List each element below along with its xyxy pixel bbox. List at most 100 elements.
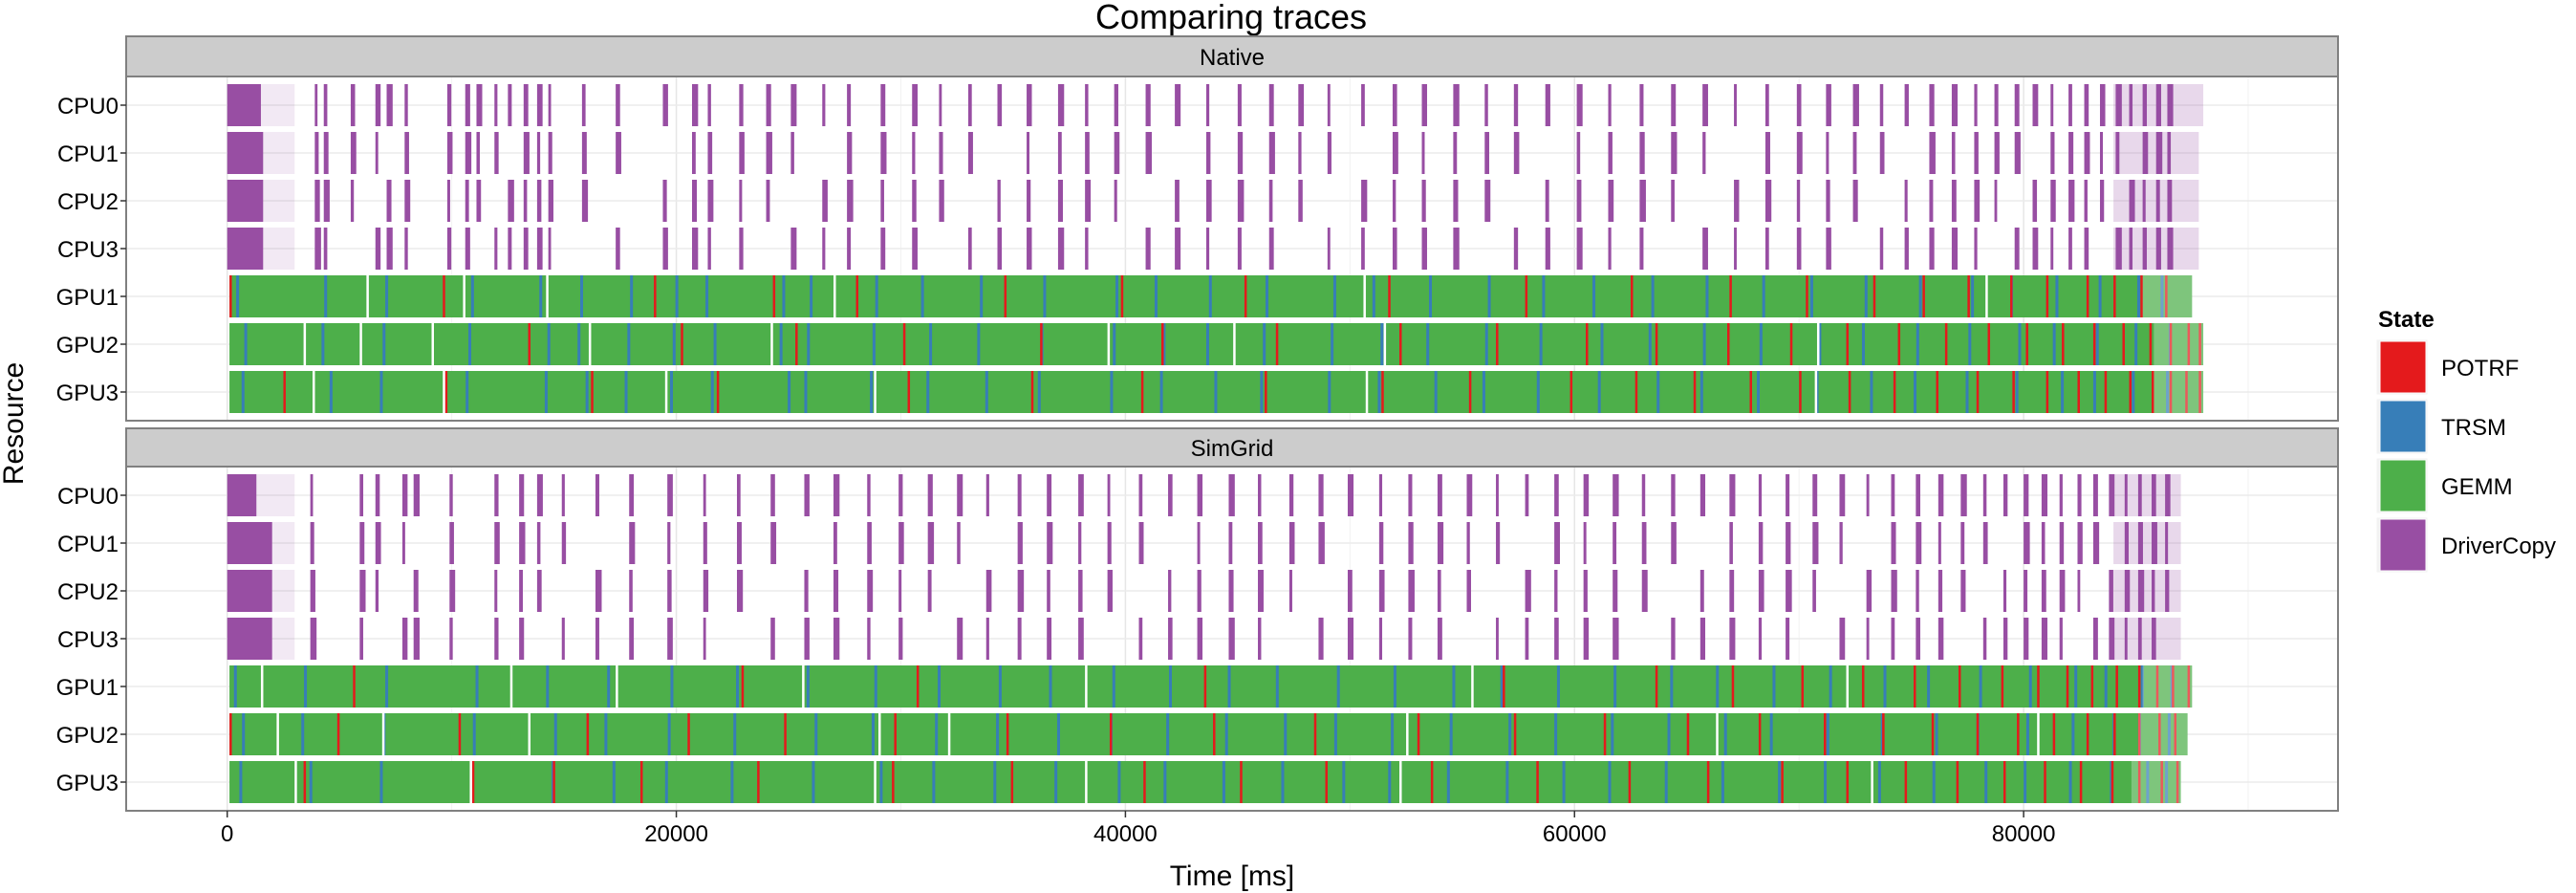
state-bar-drivercopy <box>997 180 1001 222</box>
state-bar-potrf <box>2044 761 2046 803</box>
state-bar-drivercopy <box>2032 84 2039 126</box>
state-bar-drivercopy <box>2099 132 2104 174</box>
state-bar-trsm <box>1608 761 1612 803</box>
state-bar-potrf <box>1729 275 1732 317</box>
state-bar-potrf <box>1686 713 1690 755</box>
state-bar-potrf <box>2187 665 2191 708</box>
state-bar-drivercopy <box>2099 84 2106 126</box>
state-bar-drivercopy <box>912 180 917 222</box>
state-bar-drivercopy <box>1017 522 1023 564</box>
state-bar-drivercopy <box>561 618 565 660</box>
legend-title: State <box>2378 307 2435 333</box>
state-bar-drivercopy <box>1583 474 1590 516</box>
state-bar-trsm <box>1205 323 1209 365</box>
state-bar-drivercopy <box>2142 180 2146 222</box>
panel-simgrid-bars <box>227 474 2193 803</box>
state-gap <box>260 665 264 708</box>
state-bar-drivercopy <box>519 522 526 564</box>
state-bar-drivercopy <box>404 84 408 126</box>
state-bar-trsm <box>1670 665 1674 708</box>
x-axis-label: Time [ms] <box>1170 860 1295 892</box>
state-bar-drivercopy <box>519 570 523 612</box>
state-bar-drivercopy <box>616 132 621 174</box>
state-bar-drivercopy <box>508 84 512 126</box>
state-bar-potrf <box>1006 713 1009 755</box>
state-bar-trsm <box>1762 275 1765 317</box>
state-bar-potrf <box>229 275 232 317</box>
state-bar-trsm <box>1918 275 1922 317</box>
state-bar-drivercopy <box>548 228 552 270</box>
state-bar-trsm <box>920 275 924 317</box>
state-bar-drivercopy <box>2137 570 2145 612</box>
state-bar-drivercopy <box>822 84 826 126</box>
state-bar-potrf <box>1603 713 1607 755</box>
state-bar-drivercopy <box>1639 228 1644 270</box>
panel-simgrid-strip <box>125 427 2339 468</box>
state-bar-tail <box>2142 275 2193 317</box>
state-bar-drivercopy <box>375 84 381 126</box>
state-bar-drivercopy <box>804 618 810 660</box>
state-bar-trsm <box>612 761 616 803</box>
state-gap <box>276 713 279 755</box>
state-gap <box>294 761 297 803</box>
state-bar-drivercopy <box>350 132 357 174</box>
state-bar-drivercopy <box>581 132 587 174</box>
state-bar-trsm <box>1426 323 1430 365</box>
state-gap <box>877 713 881 755</box>
state-bar-drivercopy <box>1378 474 1383 516</box>
state-bar-trsm <box>2061 371 2065 413</box>
state-bar-drivercopy <box>476 132 480 174</box>
state-bar-trsm <box>788 371 791 413</box>
state-bar-potrf <box>716 371 720 413</box>
state-bar-drivercopy-faint <box>271 522 295 564</box>
state-bar-trsm <box>1592 275 1596 317</box>
state-bar-drivercopy <box>2084 132 2090 174</box>
state-bar-trsm <box>382 323 386 365</box>
state-bar-trsm <box>321 323 325 365</box>
state-bar-drivercopy <box>1437 570 1441 612</box>
state-bar-potrf <box>1801 665 1805 708</box>
state-bar-trsm <box>2095 323 2099 365</box>
state-bar-drivercopy <box>867 474 871 516</box>
state-bar-drivercopy <box>1378 522 1384 564</box>
state-bar-potrf <box>2025 323 2028 365</box>
state-bar-drivercopy <box>1085 228 1089 270</box>
state-bar-trsm <box>1393 665 1396 708</box>
state-bar-drivercopy <box>536 228 543 270</box>
state-bar-trsm <box>870 371 874 413</box>
state-bar-potrf <box>2086 713 2089 755</box>
state-gap <box>366 275 369 317</box>
state-bar-drivercopy <box>1268 228 1274 270</box>
state-bar-drivercopy <box>2124 618 2128 660</box>
y-tick-label: CPU0 <box>57 94 119 120</box>
state-bar-drivercopy <box>2115 132 2120 174</box>
state-bar-trsm <box>1227 665 1231 708</box>
state-bar-drivercopy-faint <box>2113 180 2199 222</box>
state-bar-potrf <box>2169 323 2173 365</box>
panel-simgrid-title: SimGrid <box>1191 436 1274 462</box>
state-bar-drivercopy <box>561 522 567 564</box>
state-bar-trsm <box>475 665 479 708</box>
state-bar-drivercopy <box>359 570 366 612</box>
state-bar-potrf <box>1846 323 1850 365</box>
state-bar-trsm <box>938 665 942 708</box>
state-bar-potrf <box>1140 371 1144 413</box>
state-bar-drivercopy <box>1866 474 1870 516</box>
state-bar-drivercopy-faint <box>271 570 295 612</box>
state-gap <box>381 713 385 755</box>
state-bar-potrf <box>1388 275 1391 317</box>
state-bar-trsm <box>814 713 818 755</box>
state-bar-drivercopy <box>692 228 699 270</box>
state-bar-drivercopy <box>1904 84 1909 126</box>
state-bar-trsm <box>669 371 673 413</box>
state-bar-trsm <box>1049 665 1052 708</box>
state-bar-drivercopy <box>2167 132 2172 174</box>
state-bar-drivercopy <box>1466 522 1470 564</box>
state-bar-drivercopy <box>912 228 918 270</box>
state-bar-drivercopy <box>1145 84 1151 126</box>
legend-items: POTRF TRSM GEMM DriverCopy <box>2375 338 2556 574</box>
state-bar-trsm <box>1935 713 1938 755</box>
state-bar-drivercopy <box>1205 228 1210 270</box>
state-bar-drivercopy <box>1734 180 1740 222</box>
state-bar-drivercopy <box>2155 84 2161 126</box>
